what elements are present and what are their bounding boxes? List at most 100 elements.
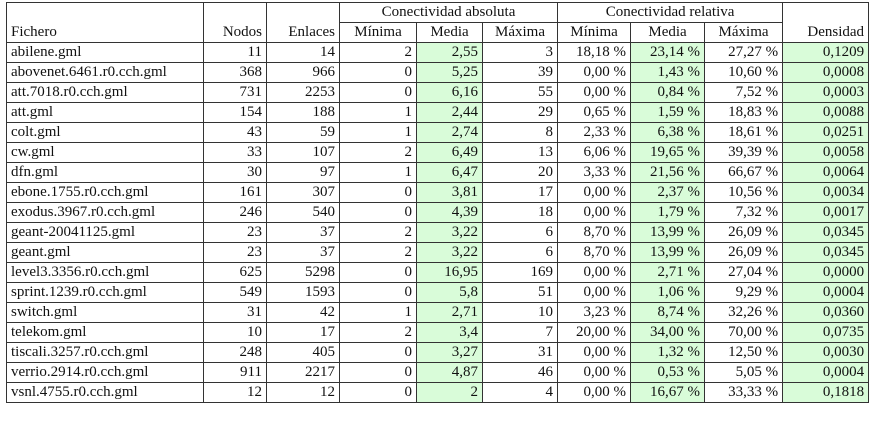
cell-densidad: 0,0034 bbox=[782, 182, 870, 203]
cell-rel-maxima: 66,67 % bbox=[704, 162, 784, 183]
cell-rel-media: 1,06 % bbox=[630, 282, 706, 303]
cell-fichero: dfn.gml bbox=[6, 162, 204, 183]
cell-rel-maxima: 7,32 % bbox=[704, 202, 784, 223]
table-row: geant.gml 23 37 2 3,22 6 8,70 % 13,99 % 26,09 % 0… bbox=[6, 242, 870, 263]
cell-rel-minima: 8,70 % bbox=[557, 222, 632, 243]
cell-rel-media: 0,84 % bbox=[630, 82, 706, 103]
cell-rel-media: 1,79 % bbox=[630, 202, 706, 223]
header-enlaces: Enlaces bbox=[266, 2, 340, 43]
cell-densidad: 0,0345 bbox=[782, 242, 870, 263]
cell-rel-minima: 3,23 % bbox=[557, 302, 632, 323]
cell-abs-minima: 0 bbox=[339, 382, 417, 403]
cell-abs-minima: 0 bbox=[339, 342, 417, 363]
cell-abs-media: 2,55 bbox=[416, 42, 483, 63]
cell-fichero: tiscali.3257.r0.cch.gml bbox=[6, 342, 204, 363]
cell-rel-minima: 0,00 % bbox=[557, 382, 632, 403]
cell-rel-minima: 0,00 % bbox=[557, 262, 632, 283]
cell-enlaces: 107 bbox=[266, 142, 340, 163]
cell-rel-maxima: 5,05 % bbox=[704, 362, 784, 383]
cell-enlaces: 37 bbox=[266, 222, 340, 243]
cell-abs-media: 2,74 bbox=[416, 122, 483, 143]
cell-abs-media: 3,81 bbox=[416, 182, 483, 203]
cell-abs-minima: 1 bbox=[339, 162, 417, 183]
cell-rel-maxima: 10,56 % bbox=[704, 182, 784, 203]
cell-enlaces: 540 bbox=[266, 202, 340, 223]
cell-enlaces: 17 bbox=[266, 322, 340, 343]
cell-rel-minima: 0,65 % bbox=[557, 102, 632, 123]
cell-enlaces: 42 bbox=[266, 302, 340, 323]
table-row: tiscali.3257.r0.cch.gml 248 405 0 3,27 31 0,00… bbox=[6, 342, 870, 363]
cell-enlaces: 2217 bbox=[266, 362, 340, 383]
cell-abs-media: 5,25 bbox=[416, 62, 483, 83]
cell-densidad: 0,0017 bbox=[782, 202, 870, 223]
cell-rel-minima: 0,00 % bbox=[557, 202, 632, 223]
cell-rel-media: 23,14 % bbox=[630, 42, 706, 63]
cell-abs-media: 3,27 bbox=[416, 342, 483, 363]
header-fichero: Fichero bbox=[6, 2, 204, 43]
cell-densidad: 0,1209 bbox=[782, 42, 870, 63]
table-row: exodus.3967.r0.cch.gml 246 540 0 4,39 18 0,00 … bbox=[6, 202, 870, 223]
header-nodos: Nodos bbox=[203, 2, 267, 43]
cell-rel-media: 1,59 % bbox=[630, 102, 706, 123]
header-row-top: Fichero Nodos Enlaces Conectividad absol… bbox=[6, 2, 870, 43]
cell-abs-minima: 0 bbox=[339, 62, 417, 83]
cell-abs-maxima: 4 bbox=[481, 382, 559, 403]
cell-abs-maxima: 46 bbox=[481, 362, 559, 383]
cell-fichero: att.7018.r0.cch.gml bbox=[6, 82, 204, 103]
cell-enlaces: 14 bbox=[266, 42, 340, 63]
cell-fichero: abovenet.6461.r0.cch.gml bbox=[6, 62, 204, 83]
cell-abs-minima: 2 bbox=[339, 322, 417, 343]
cell-rel-maxima: 27,04 % bbox=[704, 262, 784, 283]
cell-rel-maxima: 33,33 % bbox=[704, 382, 784, 403]
cell-nodos: 368 bbox=[203, 62, 267, 83]
cell-rel-media: 21,56 % bbox=[630, 162, 706, 183]
cell-fichero: telekom.gml bbox=[6, 322, 204, 343]
cell-abs-maxima: 6 bbox=[481, 222, 559, 243]
cell-fichero: level3.3356.r0.cch.gml bbox=[6, 262, 204, 283]
cell-enlaces: 405 bbox=[266, 342, 340, 363]
cell-rel-maxima: 39,39 % bbox=[704, 142, 784, 163]
header-rel-media: Media bbox=[630, 22, 706, 43]
table-row: verrio.2914.r0.cch.gml 911 2217 0 4,87 46 0,00… bbox=[6, 362, 870, 383]
cell-enlaces: 2253 bbox=[266, 82, 340, 103]
cell-fichero: att.gml bbox=[6, 102, 204, 123]
cell-nodos: 23 bbox=[203, 222, 267, 243]
cell-abs-media: 6,49 bbox=[416, 142, 483, 163]
cell-rel-maxima: 26,09 % bbox=[704, 222, 784, 243]
cell-densidad: 0,0000 bbox=[782, 262, 870, 283]
cell-rel-media: 13,99 % bbox=[630, 222, 706, 243]
cell-nodos: 248 bbox=[203, 342, 267, 363]
header-row-sub: Mínima Media Máxima Mínima Media Máxima bbox=[7, 22, 869, 43]
cell-nodos: 11 bbox=[203, 42, 267, 63]
cell-enlaces: 188 bbox=[266, 102, 340, 123]
cell-abs-minima: 1 bbox=[339, 122, 417, 143]
cell-abs-maxima: 10 bbox=[481, 302, 559, 323]
cell-fichero: colt.gml bbox=[6, 122, 204, 143]
cell-abs-media: 6,47 bbox=[416, 162, 483, 183]
table-row: vsnl.4755.r0.cch.gml 12 12 0 2 4 0,00 % 16,67 %… bbox=[6, 382, 870, 403]
cell-abs-minima: 0 bbox=[339, 282, 417, 303]
cell-abs-media: 4,87 bbox=[416, 362, 483, 383]
cell-nodos: 23 bbox=[203, 242, 267, 263]
cell-nodos: 12 bbox=[203, 382, 267, 403]
table-row: abovenet.6461.r0.cch.gml 368 966 0 5,25 39 0,0… bbox=[6, 62, 870, 83]
cell-abs-maxima: 31 bbox=[481, 342, 559, 363]
table-row: ebone.1755.r0.cch.gml 161 307 0 3,81 17 0,00 %… bbox=[6, 182, 870, 203]
cell-rel-media: 1,43 % bbox=[630, 62, 706, 83]
cell-abs-media: 2 bbox=[416, 382, 483, 403]
cell-fichero: sprint.1239.r0.cch.gml bbox=[6, 282, 204, 303]
cell-abs-maxima: 55 bbox=[481, 82, 559, 103]
cell-abs-maxima: 13 bbox=[481, 142, 559, 163]
table-row: geant-20041125.gml 23 37 2 3,22 6 8,70 % 13,99 … bbox=[6, 222, 870, 243]
cell-abs-media: 3,22 bbox=[416, 242, 483, 263]
header-abs-media: Media bbox=[416, 22, 483, 43]
cell-rel-media: 13,99 % bbox=[630, 242, 706, 263]
cell-enlaces: 1593 bbox=[266, 282, 340, 303]
cell-fichero: geant.gml bbox=[6, 242, 204, 263]
header-abs-minima: Mínima bbox=[339, 22, 417, 43]
header-densidad: Densidad bbox=[782, 2, 870, 43]
cell-abs-maxima: 29 bbox=[481, 102, 559, 123]
cell-densidad: 0,0003 bbox=[782, 82, 870, 103]
cell-rel-minima: 0,00 % bbox=[557, 342, 632, 363]
cell-rel-media: 34,00 % bbox=[630, 322, 706, 343]
